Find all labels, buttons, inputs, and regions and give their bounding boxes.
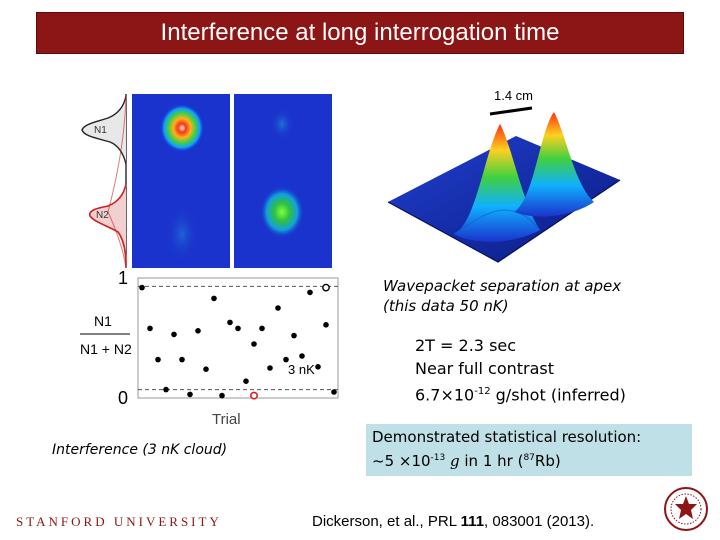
contrast-note: Near full contrast <box>415 359 555 378</box>
data-point-14 <box>251 341 257 347</box>
y-axis-denominator: N1 + N2 <box>80 341 132 357</box>
n1-profile-curve <box>81 95 127 165</box>
data-point-7 <box>195 328 201 334</box>
resolution-heading: Demonstrated statistical resolution: <box>372 428 642 446</box>
absorption-image-figure: N1 N2 <box>78 94 332 268</box>
n2-label: N2 <box>96 210 109 221</box>
surface-plot-figure: 1.4 cm <box>387 88 621 263</box>
data-point-21 <box>307 289 313 296</box>
stanford-wordmark: STANFORD UNIVERSITY <box>16 514 222 529</box>
highlight-point-red-0 <box>250 391 259 400</box>
data-point-6 <box>187 391 193 398</box>
resolution-highlight-box: Demonstrated statistical resolution: ~5 … <box>366 424 692 476</box>
slide-title: Interference at long interrogation time <box>36 12 684 54</box>
data-point-18 <box>283 356 289 363</box>
separation-label: 1.4 cm <box>494 88 533 103</box>
n2-profile-curve <box>88 183 127 267</box>
data-point-4 <box>171 331 177 338</box>
wavepacket-caption: Wavepacket separation at apex (this data… <box>383 277 622 315</box>
data-point-20 <box>299 353 305 359</box>
interference-scatter-chart: 1 0 N1 N1 + N2 3 nK Trial <box>80 268 339 428</box>
data-point-12 <box>235 325 241 332</box>
sensitivity-per-shot: 6.7×10-12 g/shot (inferred) <box>415 385 626 405</box>
y-axis-numerator: N1 <box>94 313 112 329</box>
data-point-23 <box>323 322 329 328</box>
chart-frame <box>137 277 339 399</box>
interrogation-time: 2T = 2.3 sec <box>415 336 517 355</box>
data-point-19 <box>291 332 297 339</box>
x-axis-label: Trial <box>212 411 241 428</box>
data-point-22 <box>315 364 321 370</box>
y-axis-tick-1: 1 <box>118 268 128 288</box>
data-point-0 <box>139 284 145 291</box>
temperature-label: 3 nK <box>288 362 315 377</box>
data-point-11 <box>227 319 233 326</box>
data-point-9 <box>211 295 217 302</box>
data-point-13 <box>243 378 249 384</box>
right-peak <box>514 112 594 217</box>
citation: Dickerson, et al., PRL 111, 083001 (2013… <box>312 513 595 530</box>
interference-caption: Interference (3 nK cloud) <box>52 442 228 458</box>
n1-label: N1 <box>94 125 107 136</box>
data-point-15 <box>259 325 265 332</box>
data-point-10 <box>219 392 225 399</box>
data-point-1 <box>147 325 153 332</box>
result-parameters: 2T = 2.3 sec Near full contrast 6.7×10-1… <box>415 334 675 406</box>
data-point-3 <box>163 386 169 393</box>
data-point-24 <box>331 389 337 395</box>
data-point-8 <box>203 366 209 372</box>
y-axis-tick-0: 0 <box>118 388 128 408</box>
data-point-5 <box>179 356 185 363</box>
data-point-16 <box>267 365 273 371</box>
stanford-seal-logo <box>664 487 708 531</box>
highlight-point-open-0 <box>322 283 330 292</box>
data-point-2 <box>155 356 161 363</box>
data-point-17 <box>275 305 281 311</box>
resolution-value: ~5 ×10-13 g in 1 hr (87Rb) <box>372 452 561 470</box>
